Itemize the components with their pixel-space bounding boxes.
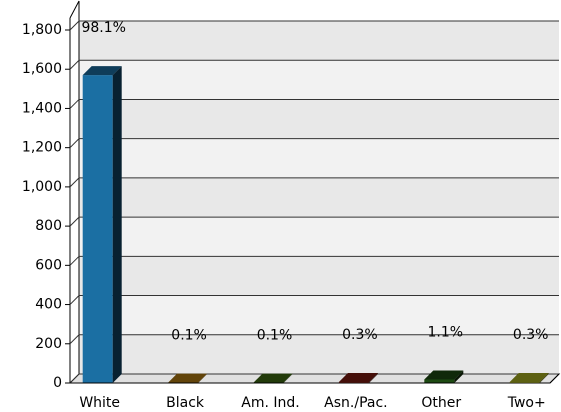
x-tick-label: Asn./Pac. (324, 395, 387, 411)
data-label: 0.1% (257, 328, 293, 344)
bar-side (539, 373, 549, 383)
bar-top (253, 373, 293, 383)
grid-line (69, 59, 559, 70)
x-tick-label: Two+ (507, 395, 546, 411)
bar-side (198, 373, 208, 383)
data-label: 98.1% (81, 20, 125, 36)
wall-band (79, 256, 559, 296)
y-tick-label: 1,400 (22, 100, 62, 116)
bar-side (368, 373, 378, 383)
grid-line (69, 373, 559, 384)
data-label: 1.1% (428, 324, 464, 340)
bar (424, 379, 455, 383)
y-axis-top (69, 0, 80, 19)
grid-line (69, 98, 559, 109)
y-tick-label: 200 (35, 336, 62, 352)
x-tick-label: White (79, 395, 120, 411)
bar-side (454, 370, 464, 383)
bar-side (283, 373, 293, 383)
wall-band (79, 21, 559, 61)
grid-line (69, 138, 559, 149)
data-label: 0.3% (342, 327, 378, 343)
y-tick-label: 1,000 (22, 179, 62, 195)
wall-band (79, 177, 559, 218)
grid-line (69, 295, 559, 305)
y-tick-label: 0 (53, 375, 62, 391)
grid-line (69, 334, 559, 345)
x-tick-label: Other (421, 395, 461, 411)
grid-line (69, 255, 559, 266)
data-label: 0.3% (513, 327, 549, 343)
floor (68, 373, 561, 384)
wall-band (79, 217, 559, 257)
wall-band (79, 295, 559, 335)
bar (82, 75, 113, 383)
wall-band (79, 334, 559, 374)
grid-line (69, 20, 559, 31)
wall-band (79, 138, 559, 178)
bar-side (112, 66, 122, 383)
grid-line (69, 216, 559, 227)
grid-line (69, 177, 559, 188)
wall-band (79, 60, 559, 100)
data-label: 0.1% (171, 328, 207, 344)
y-tick-label: 600 (35, 257, 62, 273)
x-axis-end (549, 373, 560, 384)
y-tick-label: 1,800 (22, 22, 62, 38)
bar-top (424, 370, 464, 380)
x-tick-label: Am. Ind. (241, 395, 299, 411)
x-tick-label: Black (166, 395, 205, 411)
bar-top (509, 373, 549, 383)
bar-top (82, 66, 122, 76)
y-tick-label: 1,200 (22, 140, 62, 156)
y-tick-label: 800 (35, 218, 62, 234)
y-tick-label: 1,600 (22, 61, 62, 77)
bar-top (168, 373, 208, 383)
bar-top (338, 373, 378, 383)
y-tick-label: 400 (35, 297, 62, 313)
wall-band (79, 99, 559, 139)
